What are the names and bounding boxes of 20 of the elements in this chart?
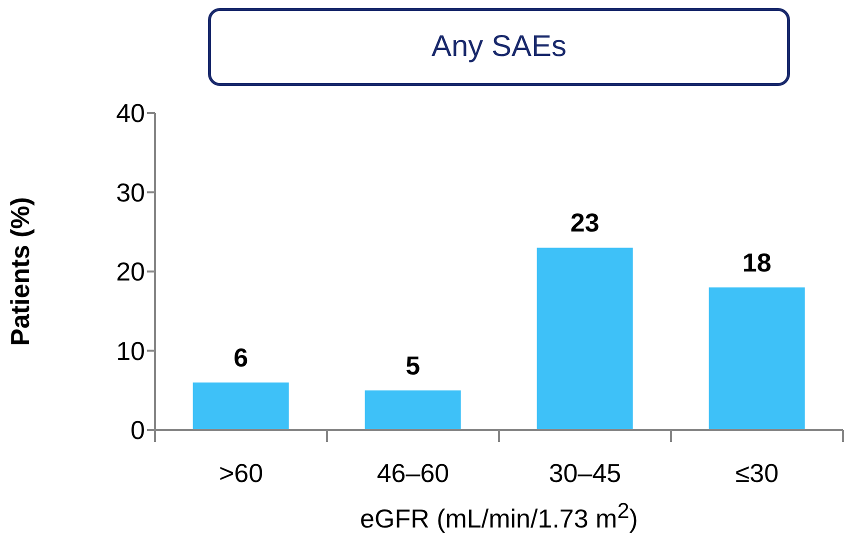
data-label: 6 (234, 342, 248, 372)
y-axis-title: Patients (%) (5, 197, 36, 346)
x-axis-title: eGFR (mL/min/1.73 m$^{2}$) (359, 498, 639, 535)
chart-title: Any SAEs (208, 8, 790, 86)
y-tick-label: 40 (116, 98, 145, 128)
y-tick-label: 30 (116, 177, 145, 208)
x-tick-label: 30–45 (548, 458, 622, 488)
y-tick-label: 20 (116, 256, 145, 287)
bar (536, 248, 633, 430)
data-label: 18 (742, 247, 772, 278)
bar (708, 287, 805, 430)
bar (192, 382, 289, 430)
data-label: 23 (570, 208, 600, 238)
y-tick-label: 0 (130, 415, 145, 446)
bar (364, 390, 461, 430)
y-tick-label: 10 (116, 336, 145, 366)
x-tick-label: 46–60 (376, 458, 450, 488)
data-label: 5 (406, 350, 420, 380)
x-tick-label: >60 (218, 458, 264, 488)
x-tick-label: ≤30 (735, 458, 779, 488)
